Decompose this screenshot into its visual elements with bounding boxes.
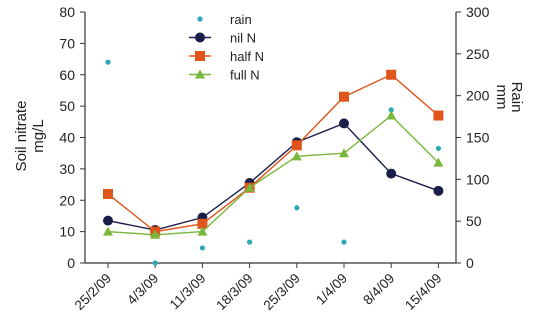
data-point-full-n bbox=[150, 229, 161, 239]
legend-entry-half-n: half N bbox=[189, 49, 264, 64]
x-tick-label: 15/4/09 bbox=[402, 271, 444, 313]
legend-label-half-n: half N bbox=[230, 49, 264, 64]
right-tick-label: 0 bbox=[466, 255, 474, 271]
legend-entry-full-n: full N bbox=[189, 68, 260, 83]
right-tick-label: 50 bbox=[466, 213, 482, 229]
data-point-rain bbox=[105, 59, 111, 65]
data-point-half-n bbox=[197, 218, 208, 229]
right-tick-label: 100 bbox=[466, 171, 490, 187]
right-tick-label: 200 bbox=[466, 88, 490, 104]
left-tick-label: 80 bbox=[59, 4, 75, 20]
data-point-half-n bbox=[386, 69, 397, 80]
data-point-nil-n bbox=[433, 185, 444, 196]
legend-marker-nil-n bbox=[195, 32, 205, 43]
data-point-full-n bbox=[244, 182, 255, 192]
series-full-n bbox=[103, 110, 444, 239]
series-line-half-n bbox=[107, 73, 439, 233]
data-point-half-n bbox=[291, 140, 302, 151]
data-point-half-n bbox=[339, 91, 349, 102]
x-tick-label: 1/4/09 bbox=[313, 271, 350, 308]
left-tick-label: 50 bbox=[59, 98, 75, 114]
data-point-rain bbox=[199, 245, 205, 251]
legend-marker-rain bbox=[197, 16, 203, 22]
data-point-full-n bbox=[339, 148, 349, 158]
data-point-full-n bbox=[197, 226, 208, 236]
legend-entry-nil-n: nil N bbox=[189, 31, 256, 46]
left-tick-label: 10 bbox=[59, 224, 75, 240]
right-axis-title-line2: mm bbox=[493, 85, 510, 110]
series-nil-n bbox=[103, 118, 444, 236]
legend-label-full-n: full N bbox=[230, 68, 260, 83]
right-tick-label: 150 bbox=[466, 130, 490, 146]
data-point-nil-n bbox=[386, 168, 397, 179]
legend-label-nil-n: nil N bbox=[230, 31, 256, 46]
data-point-half-n bbox=[433, 110, 444, 121]
data-point-rain bbox=[294, 205, 300, 211]
legend-label-rain: rain bbox=[230, 12, 252, 27]
data-point-full-n bbox=[103, 226, 113, 236]
data-point-rain bbox=[247, 239, 253, 245]
plot-area bbox=[103, 59, 444, 266]
x-tick-label: 11/3/09 bbox=[167, 271, 209, 313]
legend-entry-rain: rain bbox=[197, 12, 252, 27]
x-tick-label: 25/3/09 bbox=[260, 271, 302, 313]
legend-marker-half-n bbox=[195, 51, 205, 61]
data-point-full-n bbox=[386, 110, 397, 120]
series-line-full-n bbox=[107, 114, 439, 236]
axes bbox=[80, 11, 461, 268]
x-tick-label: 8/4/09 bbox=[360, 271, 397, 308]
series-line-nil-n bbox=[107, 122, 439, 231]
left-tick-label: 70 bbox=[59, 35, 75, 51]
data-point-nil-n bbox=[103, 215, 113, 226]
series-rain bbox=[105, 59, 441, 266]
x-tick-label: 4/3/09 bbox=[124, 271, 161, 308]
data-point-rain bbox=[388, 107, 394, 113]
data-point-rain bbox=[152, 260, 158, 266]
left-axis-title-line2: mg/L bbox=[30, 119, 47, 152]
right-tick-label: 250 bbox=[466, 46, 490, 62]
data-point-full-n bbox=[291, 151, 302, 161]
left-tick-label: 30 bbox=[59, 161, 75, 177]
data-point-rain bbox=[341, 239, 347, 245]
left-tick-label: 60 bbox=[59, 67, 75, 83]
left-axis-title-line1: Soil nitrate bbox=[13, 101, 30, 172]
data-point-full-n bbox=[433, 157, 444, 167]
data-point-nil-n bbox=[339, 118, 349, 129]
right-tick-label: 300 bbox=[466, 4, 490, 20]
left-tick-label: 20 bbox=[59, 192, 75, 208]
legend-marker-full-n bbox=[195, 69, 205, 79]
data-point-rain bbox=[435, 145, 441, 151]
left-tick-label: 0 bbox=[67, 255, 75, 271]
series-half-n bbox=[103, 69, 444, 237]
right-axis-title-line1: Rain bbox=[508, 82, 525, 113]
tick-labels: 0 10 20 30 40 50 60 70 80 0 50 100 150 200 250 300 25/2/… bbox=[59, 4, 489, 313]
legend: rain nil N half N full N bbox=[189, 12, 264, 83]
x-tick-label: 25/2/09 bbox=[72, 271, 114, 313]
data-point-half-n bbox=[103, 188, 113, 199]
x-tick-label: 18/3/09 bbox=[213, 271, 255, 313]
left-tick-label: 40 bbox=[59, 130, 75, 146]
